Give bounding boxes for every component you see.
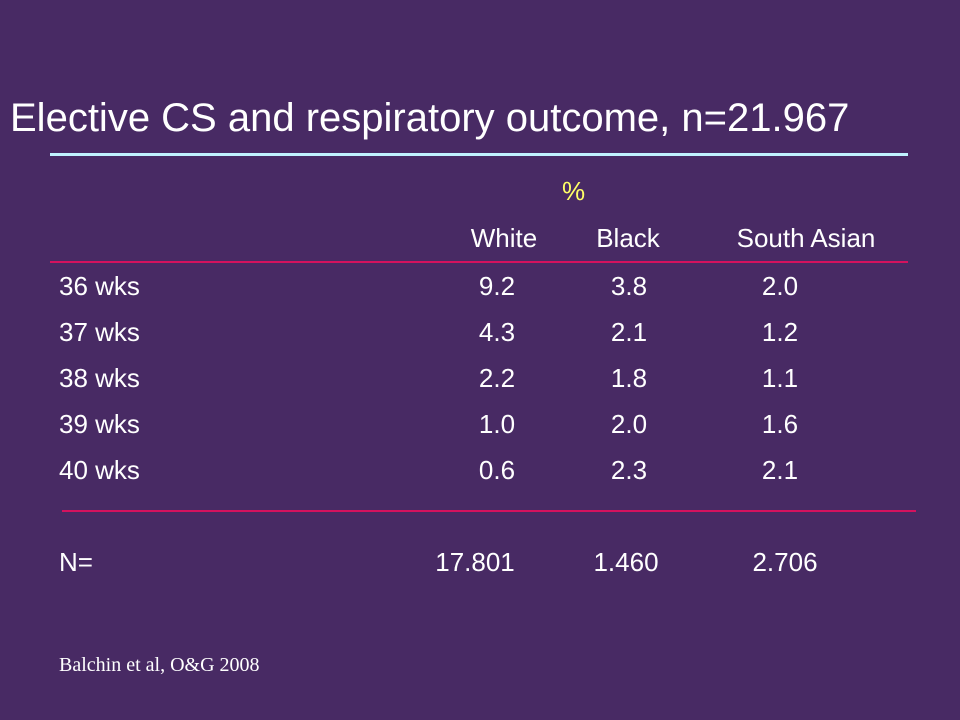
table-cell: 1.6 [761, 409, 799, 439]
column-header-white: White [470, 223, 538, 253]
table-cell: 1.8 [610, 363, 648, 393]
row-label-36-wks: 36 wks [59, 271, 140, 301]
totals-label: N= [59, 547, 93, 577]
header-divider [50, 261, 908, 263]
unit-label: % [562, 176, 586, 206]
slide-title: Elective CS and respiratory outcome, n=2… [10, 96, 850, 140]
table-cell: 2.1 [761, 455, 799, 485]
table-cell: 2.0 [761, 271, 799, 301]
table-cell: 2.1 [610, 317, 648, 347]
row-label-38-wks: 38 wks [59, 363, 140, 393]
table-cell: 2.2 [478, 363, 516, 393]
table-cell: 1.0 [478, 409, 516, 439]
row-label-40-wks: 40 wks [59, 455, 140, 485]
row-label-39-wks: 39 wks [59, 409, 140, 439]
table-cell: 1.1 [761, 363, 799, 393]
table-cell: 9.2 [478, 271, 516, 301]
table-cell: 2.3 [610, 455, 648, 485]
row-label-37-wks: 37 wks [59, 317, 140, 347]
column-header-black: Black [596, 223, 660, 253]
totals-divider [62, 510, 916, 512]
column-header-south-asian: South Asian [736, 223, 876, 253]
table-cell: 4.3 [478, 317, 516, 347]
table-cell: 3.8 [610, 271, 648, 301]
table-cell: 2.0 [610, 409, 648, 439]
total-black: 1.460 [593, 547, 659, 577]
source-citation: Balchin et al, O&G 2008 [59, 654, 260, 676]
table-cell: 1.2 [761, 317, 799, 347]
total-south-asian: 2.706 [752, 547, 818, 577]
total-white: 17.801 [435, 547, 515, 577]
title-underline [50, 153, 908, 156]
table-cell: 0.6 [478, 455, 516, 485]
